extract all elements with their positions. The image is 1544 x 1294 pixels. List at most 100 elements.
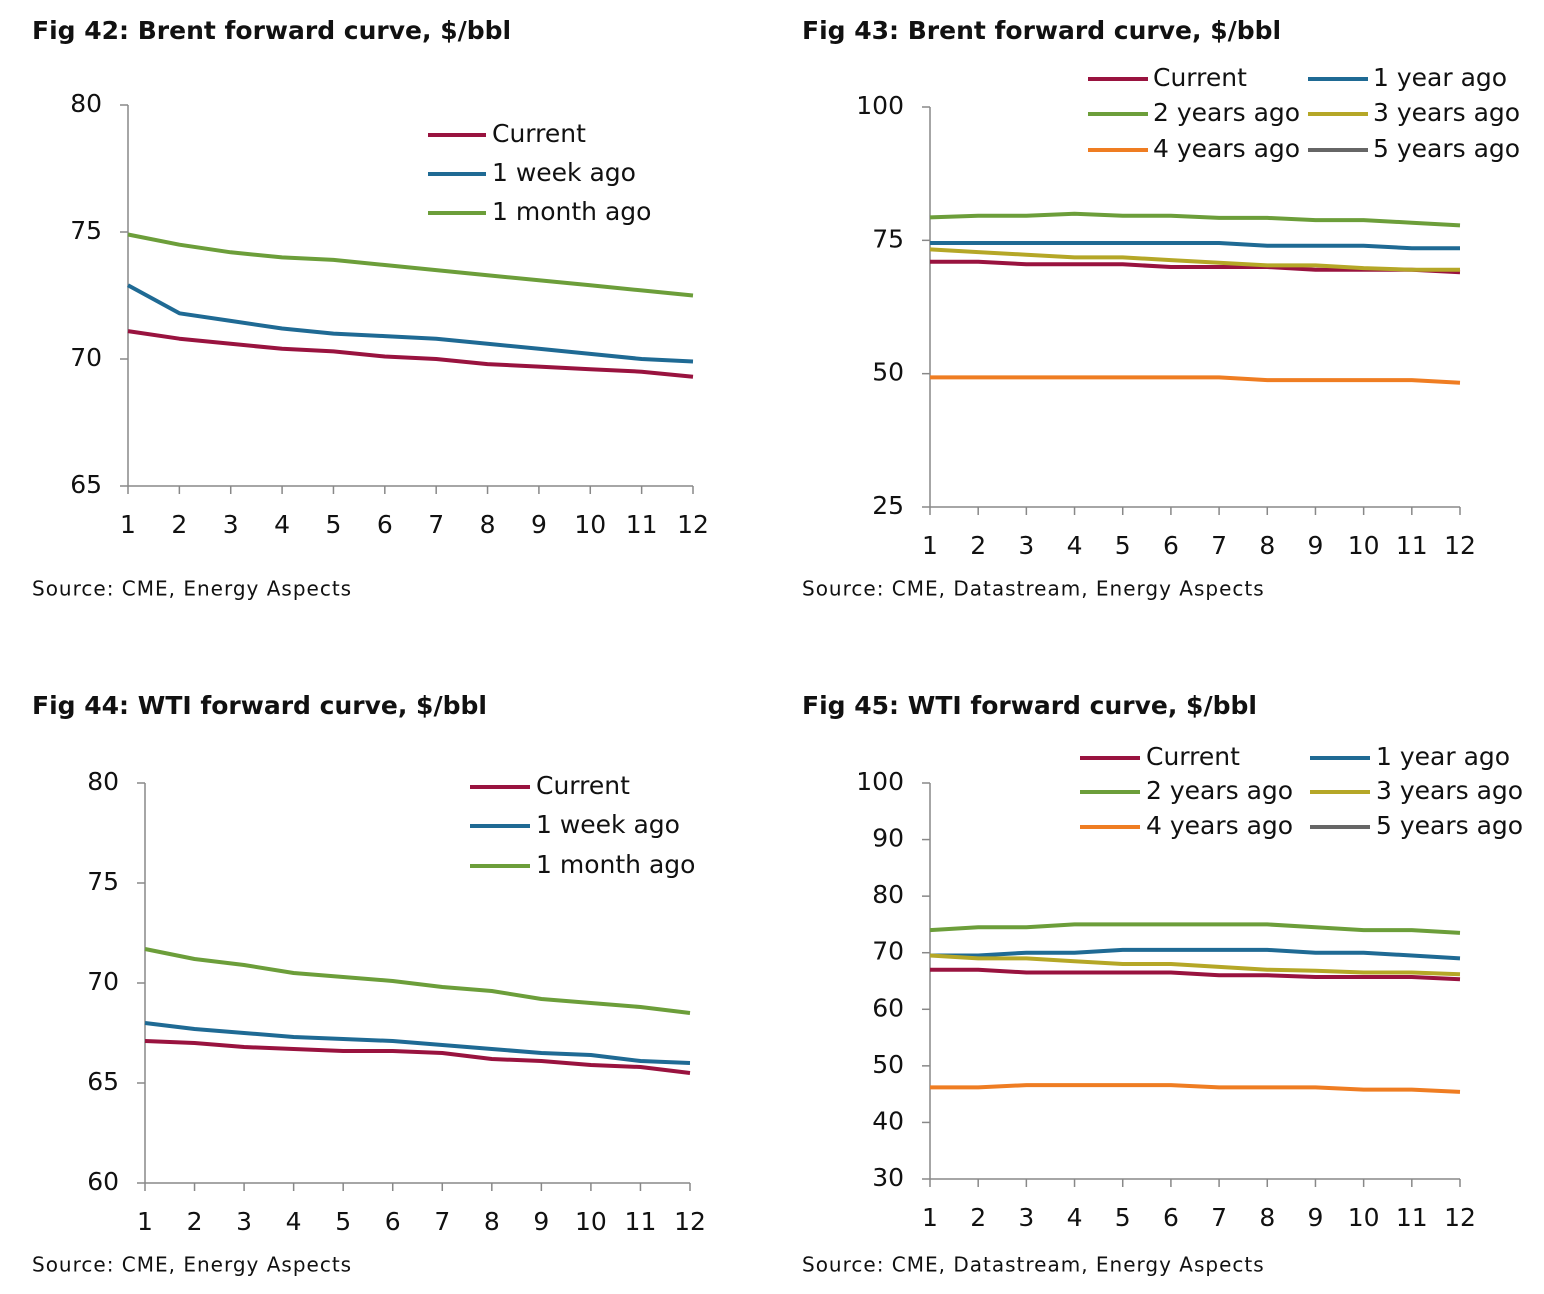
source-note: Source: CME, Datastream, Energy Aspects (802, 1253, 1265, 1277)
series-line (930, 375, 1461, 385)
x-tick-label: 12 (1444, 1203, 1476, 1232)
legend-label: 5 years ago (1373, 134, 1520, 163)
legend-label: 1 week ago (536, 810, 680, 839)
legend-label: 1 year ago (1373, 63, 1507, 92)
chart-title: Fig 42: Brent forward curve, $/bbl (32, 16, 511, 45)
x-tick-label: 5 (335, 1207, 351, 1236)
source-note: Source: CME, Datastream, Energy Aspects (802, 577, 1265, 601)
series-line (930, 967, 1461, 982)
series-line (929, 211, 1461, 228)
series-line (144, 1039, 691, 1075)
y-tick-label: 65 (87, 1067, 119, 1096)
source-note: Source: CME, Energy Aspects (32, 577, 352, 601)
x-tick-label: 12 (677, 510, 709, 539)
series-line (144, 1021, 691, 1065)
x-tick-label: 1 (922, 531, 938, 560)
y-tick-label: 60 (872, 993, 904, 1022)
x-tick-label: 1 (137, 1207, 153, 1236)
legend-label: 4 years ago (1153, 134, 1300, 163)
x-tick-label: 9 (1308, 1203, 1324, 1232)
x-tick-label: 7 (1211, 531, 1227, 560)
y-tick-label: 70 (872, 937, 904, 966)
legend-label: 5 years ago (1376, 811, 1523, 840)
legend-label: 1 week ago (492, 158, 636, 187)
x-tick-label: 6 (1163, 531, 1179, 560)
legend-label: Current (1146, 742, 1240, 771)
legend-label: 3 years ago (1376, 776, 1523, 805)
chart-title: Fig 45: WTI forward curve, $/bbl (802, 691, 1257, 720)
x-tick-label: 7 (434, 1207, 450, 1236)
x-tick-label: 3 (1018, 1203, 1034, 1232)
x-tick-label: 4 (286, 1207, 302, 1236)
legend-label: 2 years ago (1146, 776, 1293, 805)
x-tick-label: 6 (377, 510, 393, 539)
legend-label: 1 year ago (1376, 742, 1510, 771)
x-tick-label: 8 (480, 510, 496, 539)
x-tick-label: 3 (236, 1207, 252, 1236)
x-tick-label: 9 (531, 510, 547, 539)
y-tick-label: 30 (872, 1163, 904, 1192)
y-tick-label: 50 (872, 1050, 904, 1079)
x-tick-label: 11 (626, 510, 658, 539)
x-tick-label: 2 (970, 1203, 986, 1232)
legend-label: Current (536, 771, 630, 800)
x-tick-label: 10 (574, 510, 606, 539)
legend-label: Current (492, 119, 586, 148)
series-line (929, 922, 1461, 935)
x-tick-label: 3 (223, 510, 239, 539)
x-tick-label: 6 (1163, 1203, 1179, 1232)
y-tick-label: 75 (70, 216, 102, 245)
x-tick-label: 11 (1396, 531, 1428, 560)
source-note: Source: CME, Energy Aspects (32, 1253, 352, 1277)
x-tick-label: 2 (187, 1207, 203, 1236)
x-tick-label: 8 (1259, 531, 1275, 560)
series-line (127, 283, 694, 364)
y-tick-label: 80 (872, 880, 904, 909)
x-tick-label: 4 (274, 510, 290, 539)
y-tick-label: 70 (87, 967, 119, 996)
legend-label: 3 years ago (1373, 98, 1520, 127)
series-line (127, 232, 694, 298)
x-tick-label: 11 (1396, 1203, 1428, 1232)
x-tick-label: 3 (1018, 531, 1034, 560)
x-tick-label: 8 (1259, 1203, 1275, 1232)
series-line (930, 1083, 1461, 1094)
y-tick-label: 65 (70, 470, 102, 499)
x-tick-label: 4 (1067, 1203, 1083, 1232)
x-tick-label: 11 (625, 1207, 657, 1236)
legend-label: Current (1153, 63, 1247, 92)
y-tick-label: 80 (70, 89, 102, 118)
y-tick-label: 75 (87, 867, 119, 896)
x-tick-label: 10 (1348, 1203, 1380, 1232)
series-line (127, 329, 694, 379)
x-tick-label: 5 (326, 510, 342, 539)
x-tick-label: 6 (385, 1207, 401, 1236)
series-line (930, 947, 1461, 961)
x-tick-label: 2 (171, 510, 187, 539)
y-tick-label: 100 (856, 767, 904, 796)
legend-label: 1 month ago (492, 197, 651, 226)
x-tick-label: 5 (1115, 1203, 1131, 1232)
y-tick-label: 70 (70, 343, 102, 372)
x-tick-label: 7 (428, 510, 444, 539)
x-tick-label: 7 (1211, 1203, 1227, 1232)
chart-title: Fig 44: WTI forward curve, $/bbl (32, 691, 487, 720)
legend-label: 1 month ago (536, 850, 695, 879)
y-tick-label: 90 (872, 824, 904, 853)
x-tick-label: 9 (533, 1207, 549, 1236)
y-tick-label: 80 (87, 767, 119, 796)
x-tick-label: 1 (922, 1203, 938, 1232)
x-tick-label: 4 (1067, 531, 1083, 560)
series-line (929, 247, 1460, 272)
x-tick-label: 10 (1348, 531, 1380, 560)
x-tick-label: 2 (970, 531, 986, 560)
x-tick-label: 1 (120, 510, 136, 539)
x-tick-label: 5 (1115, 531, 1131, 560)
y-tick-label: 50 (872, 358, 904, 387)
y-tick-label: 75 (872, 224, 904, 253)
series-line (929, 953, 1461, 977)
x-tick-label: 10 (575, 1207, 607, 1236)
y-tick-label: 100 (856, 91, 904, 120)
legend-label: 2 years ago (1153, 98, 1300, 127)
